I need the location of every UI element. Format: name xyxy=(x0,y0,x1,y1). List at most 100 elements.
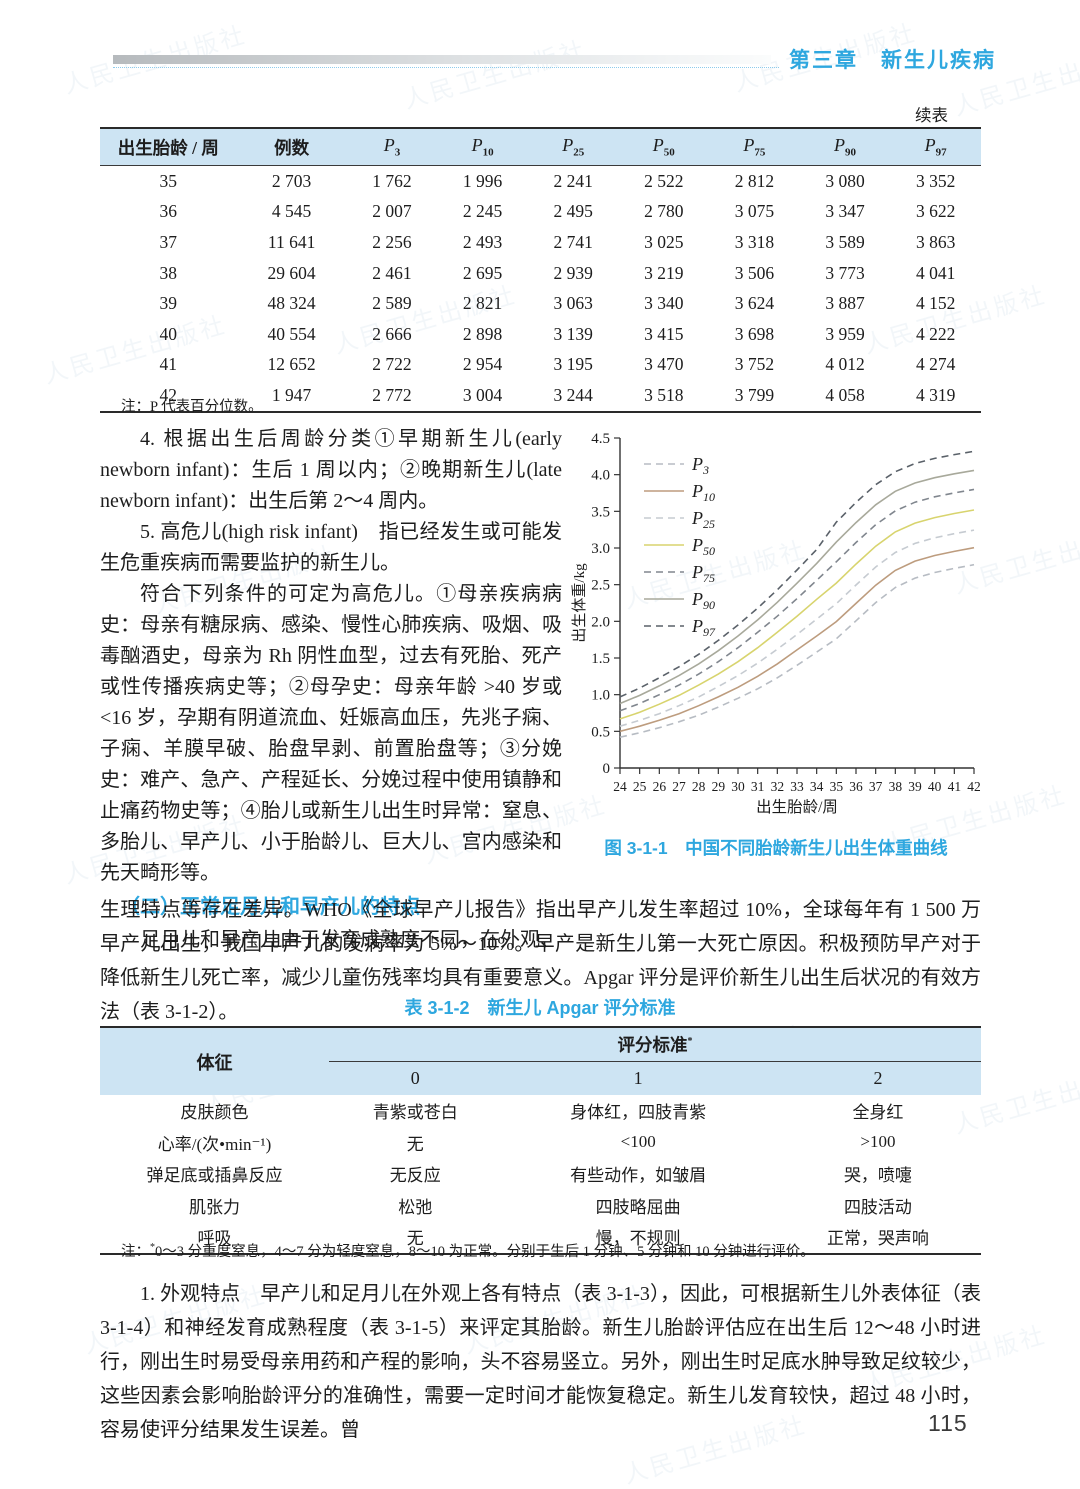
apgar-score-cell: >100 xyxy=(860,1132,896,1152)
legend-item-P97: P97 xyxy=(644,616,716,639)
legend-label: P97 xyxy=(691,616,716,639)
table-cell: 41 xyxy=(159,354,178,375)
table-cell: 3 773 xyxy=(825,262,865,283)
figure-caption: 图 3-1-1 中国不同胎龄新生儿出生体重曲线 xyxy=(604,838,948,858)
table-row: 41 12 652 2 722 2 954 3 195 3 470 3 752 4 012 4 … xyxy=(100,350,981,381)
table-cell: 3 887 xyxy=(825,293,865,314)
apgar-table-note: 注：*0～3 分重度窒息，4～7 分为轻度窒息，8～10 为正常。分别于生后 1… xyxy=(121,1240,815,1261)
chart-axes xyxy=(619,438,974,769)
y-axis-label: 出生体重/kg xyxy=(571,563,588,643)
legend-item-P10: P10 xyxy=(644,481,715,504)
table-cell: 3 624 xyxy=(734,293,775,314)
table-row: 皮肤颜色 青紫或苍白 身体红，四肢青紫 全身红 xyxy=(100,1095,981,1127)
table-cell: 2 812 xyxy=(734,170,775,191)
table-cell: 36 xyxy=(159,201,178,222)
series-P10 xyxy=(619,546,975,733)
x-tick-label: 38 xyxy=(889,779,903,794)
table-row: 42 1 947 2 772 3 004 3 244 3 518 3 799 4 058 4 3… xyxy=(100,380,981,412)
table-cell: 3 622 xyxy=(915,201,956,222)
figure-3-1-1: 0 0.5 1.0 1.5 2.0 2.5 3.0 3.5 4.0 4.5 24 25 26 27 28 29… xyxy=(570,428,982,860)
x-tick-label: 32 xyxy=(771,779,785,794)
table-cell: 38 xyxy=(159,262,178,283)
column-header-p25: P25 xyxy=(562,135,585,159)
table-cell: 40 554 xyxy=(267,323,316,344)
y-tick-label: 3.0 xyxy=(591,541,610,557)
table-cell: 3 318 xyxy=(734,231,775,252)
table-cell: 2 007 xyxy=(372,201,412,222)
table-cell: 4 041 xyxy=(915,262,956,283)
table-cell: 3 589 xyxy=(825,231,865,252)
table-cell: 3 698 xyxy=(734,323,775,344)
table-cell: 48 324 xyxy=(267,293,316,314)
table-cell: 3 752 xyxy=(734,354,775,375)
x-tick-label: 34 xyxy=(810,779,824,794)
table-cell: 1 947 xyxy=(271,384,312,405)
series-P3 xyxy=(619,563,975,738)
table-cell: 2 256 xyxy=(372,231,412,252)
table-cell: 3 347 xyxy=(825,201,865,222)
x-tick-label: 37 xyxy=(869,779,883,794)
table-cell: 3 352 xyxy=(915,170,956,191)
apgar-score-cell: 四肢略屈曲 xyxy=(595,1197,681,1217)
note-text: 0～3 分重度窒息，4～7 分为轻度窒息，8～10 为正常。分别于生后 1 分钟… xyxy=(155,1244,815,1260)
table-cell: 4 319 xyxy=(915,384,956,405)
apgar-score-cell: 哭，喷嚏 xyxy=(843,1166,912,1186)
legend-item-P90: P90 xyxy=(644,589,715,612)
table-cell: 12 652 xyxy=(267,354,316,375)
table-cell: 2 741 xyxy=(553,231,593,252)
table-cell: 4 152 xyxy=(915,293,956,314)
table-cell: 2 772 xyxy=(372,384,412,405)
legend-label: P50 xyxy=(691,535,715,558)
table-row: 35 2 703 1 762 1 996 2 241 2 522 2 812 3 080 3 3… xyxy=(100,166,981,197)
legend-item-P50: P50 xyxy=(644,535,715,558)
header-rule xyxy=(113,54,779,68)
table-cell: 2 780 xyxy=(644,201,684,222)
apgar-table-title: 表 3-1-2 新生儿 Apgar 评分标准 xyxy=(404,998,676,1018)
x-tick-label: 31 xyxy=(751,779,765,794)
apgar-score-cell: 全身红 xyxy=(852,1103,904,1123)
criteria-label: 评分标准 xyxy=(617,1035,688,1055)
table-row: 39 48 324 2 589 2 821 3 063 3 340 3 624 3 887 4 … xyxy=(100,288,981,319)
legend-label: P3 xyxy=(691,454,709,477)
x-tick-label: 33 xyxy=(790,779,804,794)
column-header-p3: P3 xyxy=(383,135,401,159)
paragraph-newborn-week-classification: 4. 根据出生后周龄分类①早期新生儿(early newborn infant)… xyxy=(100,428,562,512)
table-cell: 2 898 xyxy=(462,323,503,344)
x-tick-label: 27 xyxy=(672,779,686,794)
page-number: 115 xyxy=(928,1410,968,1436)
apgar-table-body: 皮肤颜色 青紫或苍白 身体红，四肢青紫 全身红 心率/(次•min⁻¹) 无 <100 >10… xyxy=(100,1095,981,1254)
paragraph-high-risk-criteria: 符合下列条件的可定为高危儿。①母亲疾病病史：母亲有糖尿病、感染、慢性心肺疾病、吸… xyxy=(100,583,562,884)
legend-label: P75 xyxy=(691,562,715,585)
continued-table-label: 续表 xyxy=(915,106,948,125)
apgar-sign-cell: 呼吸 xyxy=(197,1229,232,1249)
table-cell: 3 244 xyxy=(553,384,593,405)
chapter-title: 第三章 新生儿疾病 xyxy=(789,49,996,72)
apgar-header-criteria: 评分标准* xyxy=(329,1027,981,1062)
table-cell: 3 506 xyxy=(734,262,775,283)
table-cell: 2 589 xyxy=(372,293,412,314)
legend-label: P10 xyxy=(691,481,715,504)
table1-note: 注：P 代表百分位数。 xyxy=(121,399,263,415)
table-cell: 2 821 xyxy=(462,293,503,314)
series-P97 xyxy=(619,450,975,698)
legend-label: P25 xyxy=(691,508,715,531)
table-cell: 2 245 xyxy=(462,201,503,222)
birthweight-percentile-chart: 0 0.5 1.0 1.5 2.0 2.5 3.0 3.5 4.0 4.5 24 25 26 27 28 29… xyxy=(571,431,981,816)
table-row: 36 4 545 2 007 2 245 2 495 2 780 3 075 3 347 3 6… xyxy=(100,197,981,228)
table-cell: 2 666 xyxy=(372,323,412,344)
section-heading-term-preterm: （二）正常足月儿和早产儿的特点 xyxy=(120,896,420,918)
series-P25 xyxy=(619,529,975,727)
table-cell: 40 xyxy=(159,323,178,344)
table-cell: 1 762 xyxy=(372,170,412,191)
series-P50 xyxy=(619,509,975,720)
apgar-header-sign: 体征 xyxy=(100,1027,330,1095)
apgar-score-cell: 四肢活动 xyxy=(843,1197,912,1217)
criteria-footnote-mark: * xyxy=(687,1036,693,1048)
apgar-score-header-2: 2 xyxy=(774,1061,981,1095)
y-tick-label: 1.5 xyxy=(591,651,610,667)
apgar-score-header-1: 1 xyxy=(501,1061,775,1095)
x-tick-label: 41 xyxy=(948,779,962,794)
